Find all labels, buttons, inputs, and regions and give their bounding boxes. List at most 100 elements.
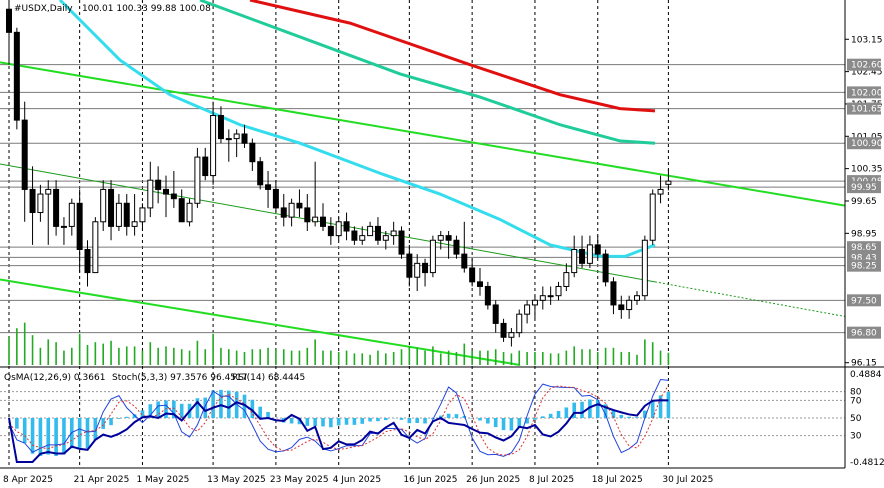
level-label-box [847,294,881,307]
level-label: 98.65 [851,243,877,253]
candle [13,27,20,130]
ma-50-line [58,0,656,258]
price-axis: 103.15102.45101.75101.05100.3599.6598.95… [0,0,884,469]
level-label-box [847,137,881,150]
volume-bar [173,347,175,365]
osma-bar [564,407,569,418]
osma-bar [438,415,443,418]
volume-bar [102,343,104,365]
level-label-box [847,241,881,254]
osma-bar [376,418,380,422]
volume-bar [282,349,285,365]
candle [241,124,248,148]
candle [602,249,609,287]
osma-bar [478,418,482,421]
candle [139,203,146,232]
volume-bar [298,350,301,365]
osma-bar [172,400,176,418]
osma-bar [15,418,19,429]
volume-bar [39,347,42,365]
osma-bar [650,401,655,418]
osma-bar [242,394,247,418]
osma-bar [462,415,467,418]
candle [210,101,217,185]
volume-bar [416,347,418,365]
rsi-line [8,399,669,463]
candle [178,189,185,223]
volume-bar [141,350,144,365]
osma-bar [38,418,43,456]
volume-bar [180,349,183,365]
candle [539,286,546,310]
volume-bar [306,347,309,365]
date-tick-label: 8 Apr 2025 [3,475,53,485]
candle [351,226,358,245]
osma-bar [101,418,105,429]
volume-bar [659,350,662,365]
volume-bar [573,346,575,365]
candle [359,226,366,245]
candle [147,161,154,218]
volume-bar [581,349,583,365]
candle [202,147,209,181]
volume-bar [157,347,159,365]
candle [657,175,664,204]
osma-bar [227,390,231,418]
volume-bar [620,352,623,365]
candle [257,157,264,190]
candle [492,300,499,333]
volume-bar [479,350,481,365]
date-tick-label: 30 Jul 2025 [662,475,713,485]
candle [445,231,452,259]
volume-bar [542,352,544,365]
osma-bar [77,418,82,448]
oscillator-tick-label: 30 [850,432,862,442]
volume-bar [220,347,222,365]
candle [249,138,256,171]
volume-bar [235,350,238,365]
candle [170,170,177,208]
level-label: 97.50 [851,296,877,306]
oscillator-subwindow [0,366,884,463]
stoch-main-line [8,378,669,457]
stoch-signal-line [8,385,669,456]
candle [108,180,115,241]
candle [484,281,491,310]
candle [571,235,578,278]
osma-bar [321,418,325,427]
osma-bar [658,395,663,418]
osma-bar [93,418,98,440]
date-tick-label: 4 Jun 2025 [333,475,381,485]
volume-bar [259,349,261,365]
candle [225,129,232,162]
osma-bar [595,399,600,418]
volume-bar [526,352,528,365]
candle [367,221,374,237]
volume-bar [549,353,552,365]
osma-bar [415,418,419,424]
date-tick-label: 18 Jul 2025 [592,475,643,485]
osma-bar [54,418,58,456]
candle [84,240,91,287]
volume-bar [612,347,615,365]
level-label-box [847,326,881,339]
candle [76,189,83,273]
candle [547,286,554,305]
candle [233,129,240,158]
candle [343,212,350,241]
volume-bar [47,339,50,365]
osma-bar [407,418,412,424]
candle [186,198,193,227]
osma-bar [109,418,113,426]
volume-bar [636,354,638,365]
level-label: 98.43 [851,253,877,263]
volume-bar [212,333,214,365]
volume-bar [651,342,654,365]
osma-bar [509,418,514,431]
candle [422,258,429,287]
symbol-label: #USDX,Daily [14,4,73,14]
volume-bar [16,328,18,365]
osma-bar [62,418,66,455]
candle [634,291,640,305]
